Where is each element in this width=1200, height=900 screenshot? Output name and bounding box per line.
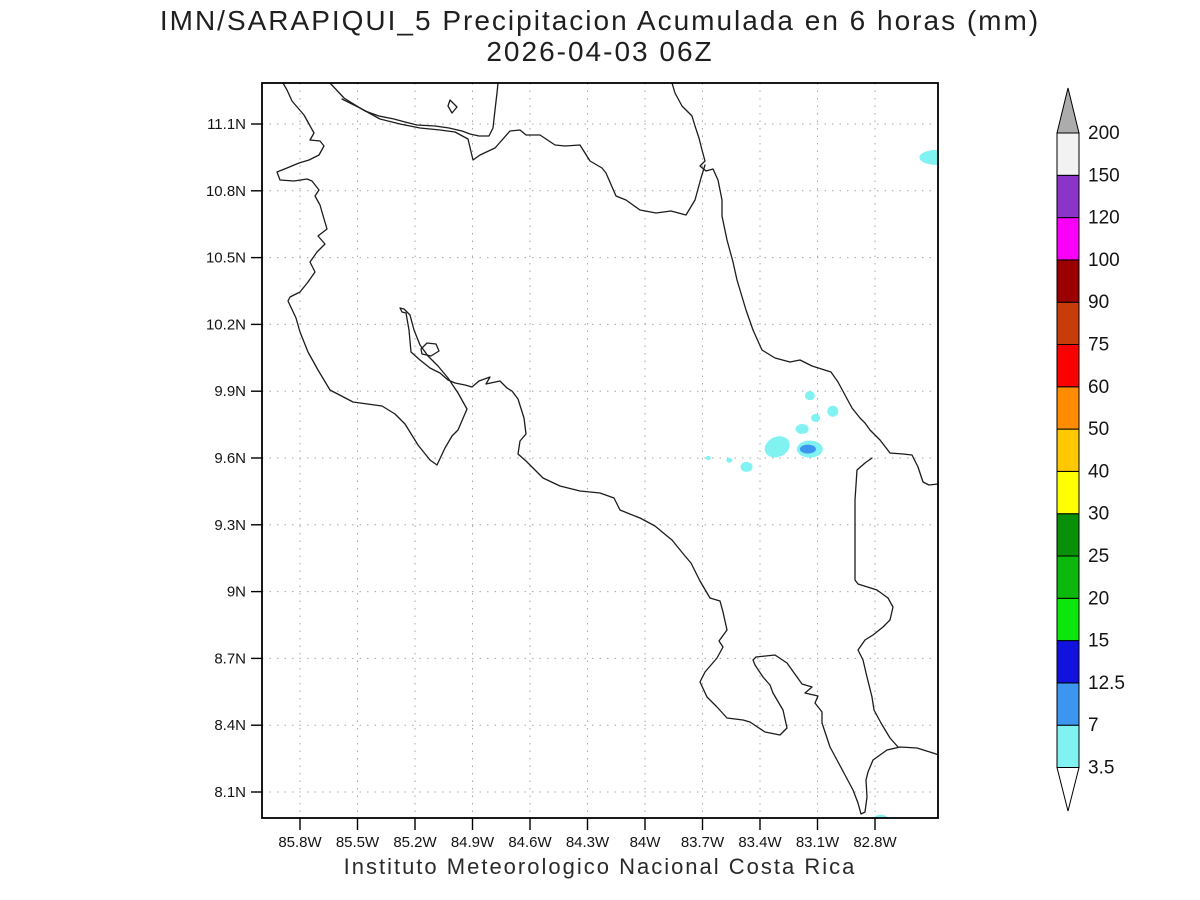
colorbar-segment [1056, 597, 1080, 642]
precip-cell [827, 405, 839, 417]
colorbar-segment [1056, 682, 1080, 726]
plot-title-line2: 2026-04-03 06Z [486, 36, 714, 67]
precip-cell [919, 149, 938, 165]
colorbar-segment [1056, 513, 1080, 557]
colorbar-segment [1056, 724, 1080, 769]
lon-tick-label: 82.8W [853, 834, 897, 851]
precip-cell [795, 424, 809, 435]
lat-tick-label: 9N [227, 584, 246, 601]
colorbar-segment [1056, 428, 1080, 472]
colorbar-segment [1056, 344, 1080, 388]
lat-tick-label: 9.6N [214, 450, 246, 467]
precip-cell [764, 436, 790, 458]
colorbar-label: 100 [1088, 250, 1120, 271]
lat-tick-label: 11.1N [207, 116, 246, 133]
precip-cell [740, 461, 753, 472]
colorbar-segment [1056, 132, 1080, 176]
lon-tick-label: 85.8W [278, 834, 322, 851]
lon-tick-label: 83.7W [681, 834, 725, 851]
colorbar-label: 15 [1088, 631, 1109, 652]
lat-tick-label: 10.2N [206, 316, 246, 333]
precip-cells [705, 149, 938, 818]
colorbar-label: 3.5 [1088, 758, 1114, 779]
footer-caption: Instituto Meteorologico Nacional Costa R… [343, 854, 857, 879]
colorbar-segment [1056, 640, 1080, 684]
colorbar-label: 75 [1088, 335, 1109, 356]
colorbar-label: 150 [1088, 165, 1120, 186]
colorbar-label: 30 [1088, 504, 1109, 525]
colorbar-label: 90 [1088, 292, 1109, 313]
colorbar-segment [1056, 217, 1080, 261]
lat-tick-label: 9.3N [214, 517, 246, 534]
lat-tick-label: 10.5N [206, 250, 246, 267]
colorbar-label: 120 [1088, 208, 1120, 229]
colorbar-segment [1056, 470, 1080, 515]
precip-cell [799, 444, 816, 454]
colorbar-segment [1056, 555, 1080, 599]
colorbar-label: 7 [1088, 715, 1099, 736]
coastline-path [420, 342, 440, 357]
lon-tick-label: 85.2W [393, 834, 437, 851]
coastline-path [671, 83, 938, 486]
lon-tick-label: 85.5W [336, 834, 380, 851]
colorbar-segment [1056, 174, 1080, 219]
map-frame [261, 82, 939, 819]
plot-title-line1: IMN/SARAPIQUI_5 Precipitacion Acumulada … [159, 5, 1041, 36]
lat-tick-label: 8.4N [214, 717, 246, 734]
precip-cell [804, 391, 815, 401]
lat-tick-label: 10.8N [206, 183, 246, 200]
colorbar: 3.5 7 12.5 15 20 25 30 40 50 60 75 90 100 120 150 200 [1056, 87, 1125, 812]
lon-tick-label: 84.3W [566, 834, 610, 851]
coastline [276, 83, 938, 815]
axis-ticks: 11.1N 10.8N 10.5N 10.2N 9.9N 9.6N 9.3N 9N 8.7N 8.… [206, 116, 898, 851]
coastline-path [854, 457, 899, 748]
lon-tick-label: 84.9W [451, 834, 495, 851]
lon-tick-label: 83.1W [796, 834, 840, 851]
lon-tick-label: 84.6W [508, 834, 552, 851]
coastline-path [341, 98, 706, 216]
colorbar-label: 200 [1088, 123, 1120, 144]
colorbar-segment [1056, 301, 1080, 346]
coastline-path [447, 99, 458, 114]
colorbar-label: 25 [1088, 546, 1109, 567]
precip-cell [726, 457, 733, 463]
lon-tick-label: 84W [630, 834, 662, 851]
precip-cell [705, 456, 711, 460]
lon-tick-label: 83.4W [738, 834, 782, 851]
colorbar-label: 60 [1088, 377, 1109, 398]
colorbar-overflow-arrow [1056, 87, 1080, 134]
colorbar-label: 40 [1088, 461, 1109, 482]
colorbar-underflow-arrow [1056, 767, 1080, 812]
lat-tick-label: 8.7N [214, 650, 246, 667]
colorbar-label: 12.5 [1088, 673, 1125, 694]
colorbar-segment [1056, 386, 1080, 430]
precip-cell [811, 413, 821, 422]
colorbar-label: 20 [1088, 588, 1109, 609]
coastline-path [276, 83, 938, 815]
lat-tick-label: 9.9N [214, 383, 246, 400]
graticule-grid [262, 83, 938, 818]
lat-tick-label: 8.1N [214, 784, 246, 801]
colorbar-label: 50 [1088, 419, 1109, 440]
colorbar-segment [1056, 259, 1080, 303]
